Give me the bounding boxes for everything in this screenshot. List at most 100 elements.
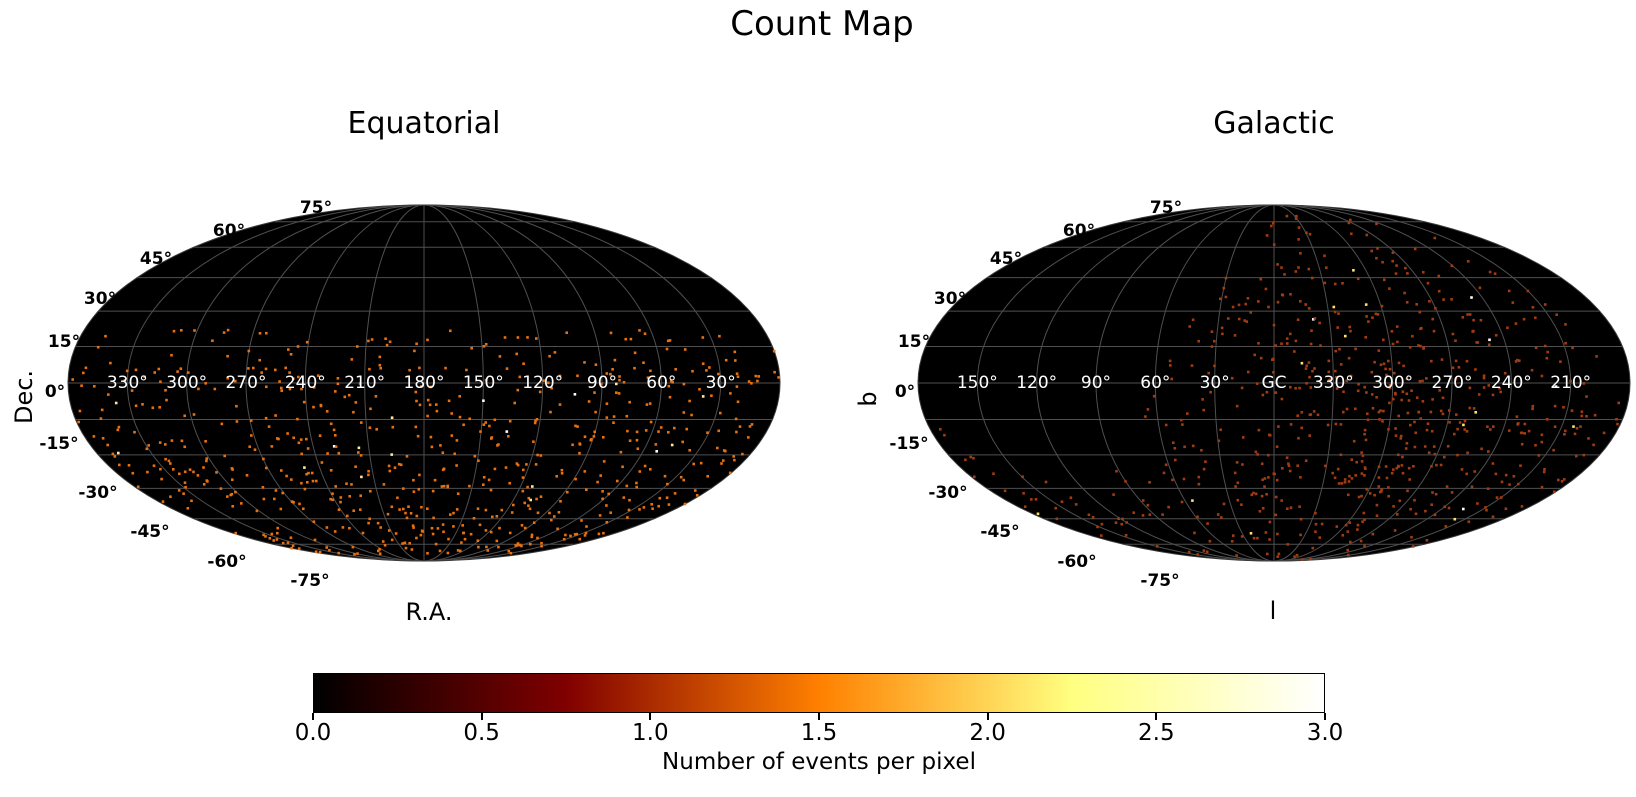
event-dot	[1304, 303, 1307, 306]
event-dot	[734, 359, 737, 362]
event-dot	[1587, 437, 1590, 440]
event-dot	[638, 329, 641, 332]
event-dot	[650, 503, 653, 506]
event-dot	[583, 534, 587, 537]
event-dot	[441, 523, 445, 526]
event-dot	[523, 501, 526, 505]
event-dot	[1359, 539, 1363, 543]
event-dot	[116, 428, 120, 432]
event-dot	[1382, 338, 1385, 342]
lat-tick-label: -30°	[78, 483, 117, 503]
event-dot	[1373, 360, 1376, 364]
event-dot	[600, 382, 603, 386]
event-dot	[1406, 411, 1410, 415]
event-dot	[333, 530, 337, 533]
event-dot	[1258, 510, 1262, 513]
event-dot	[1410, 389, 1413, 392]
event-dot	[1543, 344, 1547, 348]
lat-tick-label: -30°	[928, 483, 967, 503]
event-dot	[573, 393, 577, 396]
event-dot	[1200, 449, 1203, 452]
event-dot	[130, 389, 134, 392]
event-dot	[286, 432, 289, 435]
event-dot	[1209, 390, 1212, 394]
event-dot	[585, 525, 588, 528]
event-dot	[1288, 469, 1292, 473]
event-dot	[328, 548, 331, 552]
event-dot	[1448, 421, 1451, 424]
event-dot	[1320, 522, 1324, 526]
event-dot	[265, 331, 268, 335]
event-dot	[1277, 552, 1281, 556]
event-dot	[1249, 311, 1252, 314]
event-dot	[1504, 473, 1508, 477]
event-dot	[134, 404, 138, 408]
event-dot	[1426, 281, 1430, 285]
colorbar-gradient	[313, 673, 1325, 713]
event-dot	[442, 484, 446, 488]
event-dot	[1421, 379, 1424, 383]
event-dot	[1384, 367, 1387, 371]
event-dot	[1457, 366, 1461, 369]
event-dot	[1557, 478, 1560, 482]
event-dot	[177, 489, 181, 492]
event-dot	[300, 452, 303, 456]
event-dot	[1337, 312, 1340, 315]
event-dot	[158, 441, 162, 444]
event-dot	[1305, 382, 1308, 385]
event-dot	[485, 545, 488, 549]
event-dot	[418, 403, 422, 407]
event-dot	[78, 409, 82, 413]
event-dot	[685, 427, 688, 431]
event-dot	[1425, 377, 1428, 380]
event-dot	[197, 387, 200, 391]
event-dot	[387, 529, 391, 532]
event-dot	[360, 421, 363, 424]
lon-tick-label: 210°	[1550, 373, 1591, 393]
event-dot	[336, 377, 340, 380]
event-dot	[1488, 270, 1492, 274]
event-dot	[302, 400, 306, 404]
event-dot	[667, 503, 671, 506]
event-dot	[1425, 539, 1429, 542]
event-dot	[460, 541, 463, 544]
event-dot	[1174, 458, 1177, 462]
event-dot	[1132, 511, 1135, 514]
event-dot	[245, 474, 249, 477]
event-dot	[1360, 472, 1364, 475]
lat-tick-label: -45°	[980, 522, 1019, 542]
dec-axis-label: Dec.	[10, 369, 38, 425]
event-dot	[1419, 327, 1422, 331]
event-dot	[1520, 505, 1524, 508]
event-dot	[1252, 491, 1255, 495]
event-dot	[602, 436, 605, 439]
event-dot	[383, 544, 387, 547]
event-dot	[607, 492, 610, 496]
event-dot	[1381, 260, 1384, 264]
event-dot	[628, 400, 631, 404]
event-dot	[1167, 505, 1170, 509]
event-dot	[1575, 427, 1579, 430]
event-dot	[141, 403, 144, 406]
event-dot	[1354, 347, 1357, 351]
event-dot	[736, 400, 740, 404]
event-dot	[1554, 385, 1558, 388]
event-dot	[479, 430, 482, 433]
event-dot	[717, 372, 720, 376]
colorbar-tick-mark	[312, 713, 314, 720]
event-dot	[320, 461, 324, 464]
event-dot	[1393, 371, 1396, 375]
event-dot	[157, 367, 161, 371]
event-dot	[773, 370, 776, 374]
event-dot	[1210, 345, 1214, 348]
event-dot	[1546, 350, 1549, 354]
event-dot	[1344, 523, 1348, 527]
event-dot	[1305, 231, 1308, 234]
lon-tick-label: 240°	[1491, 373, 1532, 393]
event-dot	[1488, 338, 1491, 342]
event-dot	[288, 371, 291, 374]
event-dot	[629, 337, 633, 341]
event-dot	[1377, 349, 1381, 352]
event-dot	[558, 374, 562, 378]
event-dot	[1400, 398, 1403, 402]
